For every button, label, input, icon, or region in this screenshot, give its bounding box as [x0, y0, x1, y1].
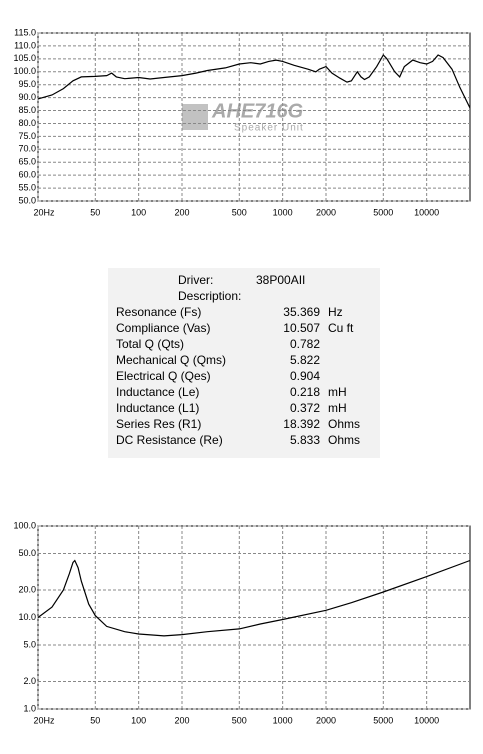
parameter-value: 0.218	[289, 385, 320, 399]
y-tick-label: 50.0	[18, 195, 36, 205]
parameter-name: Inductance (L1)	[116, 401, 200, 415]
y-tick-label: 10.0	[18, 612, 36, 622]
plot-area	[37, 32, 471, 202]
watermark-logo	[182, 104, 208, 130]
y-tick-label: 60.0	[18, 170, 36, 180]
parameter-value: 18.392	[283, 417, 320, 431]
parameter-row: Mechanical Q (Qms) 5.822	[116, 353, 376, 369]
parameter-box: Driver: 38P00AII Description: Resonance (Fs…	[108, 268, 380, 458]
header-value: 38P00AII	[256, 273, 306, 287]
parameter-name: Series Res (R1)	[116, 417, 202, 431]
y-tick-label: 2.0	[23, 676, 36, 686]
y-tick-label: 100.0	[13, 520, 36, 530]
parameter-row: Compliance (Vas) 10.507 Cu ft	[116, 321, 376, 337]
y-tick-label: 75.0	[18, 131, 36, 141]
parameter-value: 35.369	[283, 305, 320, 319]
parameter-value: 0.904	[289, 369, 320, 383]
x-tick-label: 500	[232, 207, 247, 217]
parameter-row: Series Res (R1) 18.392 Ohms	[116, 417, 376, 433]
parameter-name: DC Resistance (Re)	[116, 433, 223, 447]
parameter-name: Compliance (Vas)	[116, 321, 211, 335]
x-tick-label: 1000	[273, 715, 293, 725]
parameter-unit: mH	[328, 401, 347, 415]
y-tick-label: 70.0	[18, 144, 36, 154]
x-tick-label: 5000	[373, 207, 393, 217]
x-tick-label: 20Hz	[33, 207, 55, 217]
parameter-unit: mH	[328, 385, 347, 399]
y-tick-label: 95.0	[18, 79, 36, 89]
y-tick-label: 105.0	[13, 53, 36, 63]
x-tick-label: 50	[90, 207, 100, 217]
y-tick-label: 115.0	[14, 27, 36, 37]
y-tick-label: 65.0	[18, 157, 36, 167]
x-tick-label: 10000	[414, 207, 439, 217]
parameter-name: Total Q (Qts)	[116, 337, 185, 351]
x-tick-label: 2000	[316, 715, 336, 725]
parameter-row: Electrical Q (Qes) 0.904	[116, 369, 376, 385]
x-tick-label: 2000	[316, 207, 336, 217]
curve	[37, 559, 471, 637]
x-tick-label: 1000	[273, 207, 293, 217]
y-tick-label: 1.0	[23, 703, 36, 713]
parameter-unit: Hz	[328, 305, 343, 319]
parameter-row: Inductance (Le) 0.218 mH	[116, 385, 376, 401]
parameter-value: 5.822	[289, 353, 320, 367]
parameter-row: Inductance (L1) 0.372 mH	[116, 401, 376, 417]
header-label: Driver:	[178, 273, 214, 287]
parameter-name: Electrical Q (Qes)	[116, 369, 211, 383]
y-tick-label: 80.0	[18, 118, 36, 128]
watermark-subtitle: Speaker Unit	[234, 123, 304, 134]
curve	[37, 53, 471, 109]
x-tick-label: 5000	[373, 715, 393, 725]
x-tick-label: 100	[131, 715, 146, 725]
parameter-row: Resonance (Fs) 35.369 Hz	[116, 305, 376, 321]
header-label: Description:	[178, 289, 242, 303]
x-tick-label: 200	[174, 715, 189, 725]
parameter-unit: Ohms	[328, 433, 361, 447]
y-tick-label: 100.0	[13, 66, 36, 76]
parameter-name: Resonance (Fs)	[116, 305, 202, 319]
parameter-row: DC Resistance (Re) 5.833 Ohms	[116, 433, 376, 449]
y-tick-label: 5.0	[23, 639, 36, 649]
parameter-value: 0.372	[289, 401, 320, 415]
y-tick-label: 50.0	[18, 548, 36, 558]
parameter-row: Total Q (Qts) 0.782	[116, 337, 376, 353]
x-tick-label: 100	[131, 207, 146, 217]
x-tick-label: 500	[232, 715, 247, 725]
y-tick-label: 55.0	[18, 182, 36, 192]
parameter-name: Mechanical Q (Qms)	[116, 353, 227, 367]
parameter-value: 10.507	[283, 321, 320, 335]
watermark-title: AHE716G	[211, 100, 303, 122]
y-tick-label: 90.0	[18, 92, 36, 102]
x-tick-label: 200	[174, 207, 189, 217]
x-tick-label: 50	[90, 715, 100, 725]
x-tick-label: 20Hz	[33, 715, 55, 725]
parameter-value: 0.782	[289, 337, 320, 351]
parameter-value: 5.833	[289, 433, 320, 447]
parameter-name: Inductance (Le)	[116, 385, 200, 399]
y-tick-label: 20.0	[18, 584, 36, 594]
y-tick-label: 85.0	[18, 105, 36, 115]
y-tick-label: 110.0	[14, 40, 36, 50]
x-tick-label: 10000	[414, 715, 439, 725]
parameter-unit: Ohms	[328, 417, 361, 431]
parameter-unit: Cu ft	[328, 321, 354, 335]
